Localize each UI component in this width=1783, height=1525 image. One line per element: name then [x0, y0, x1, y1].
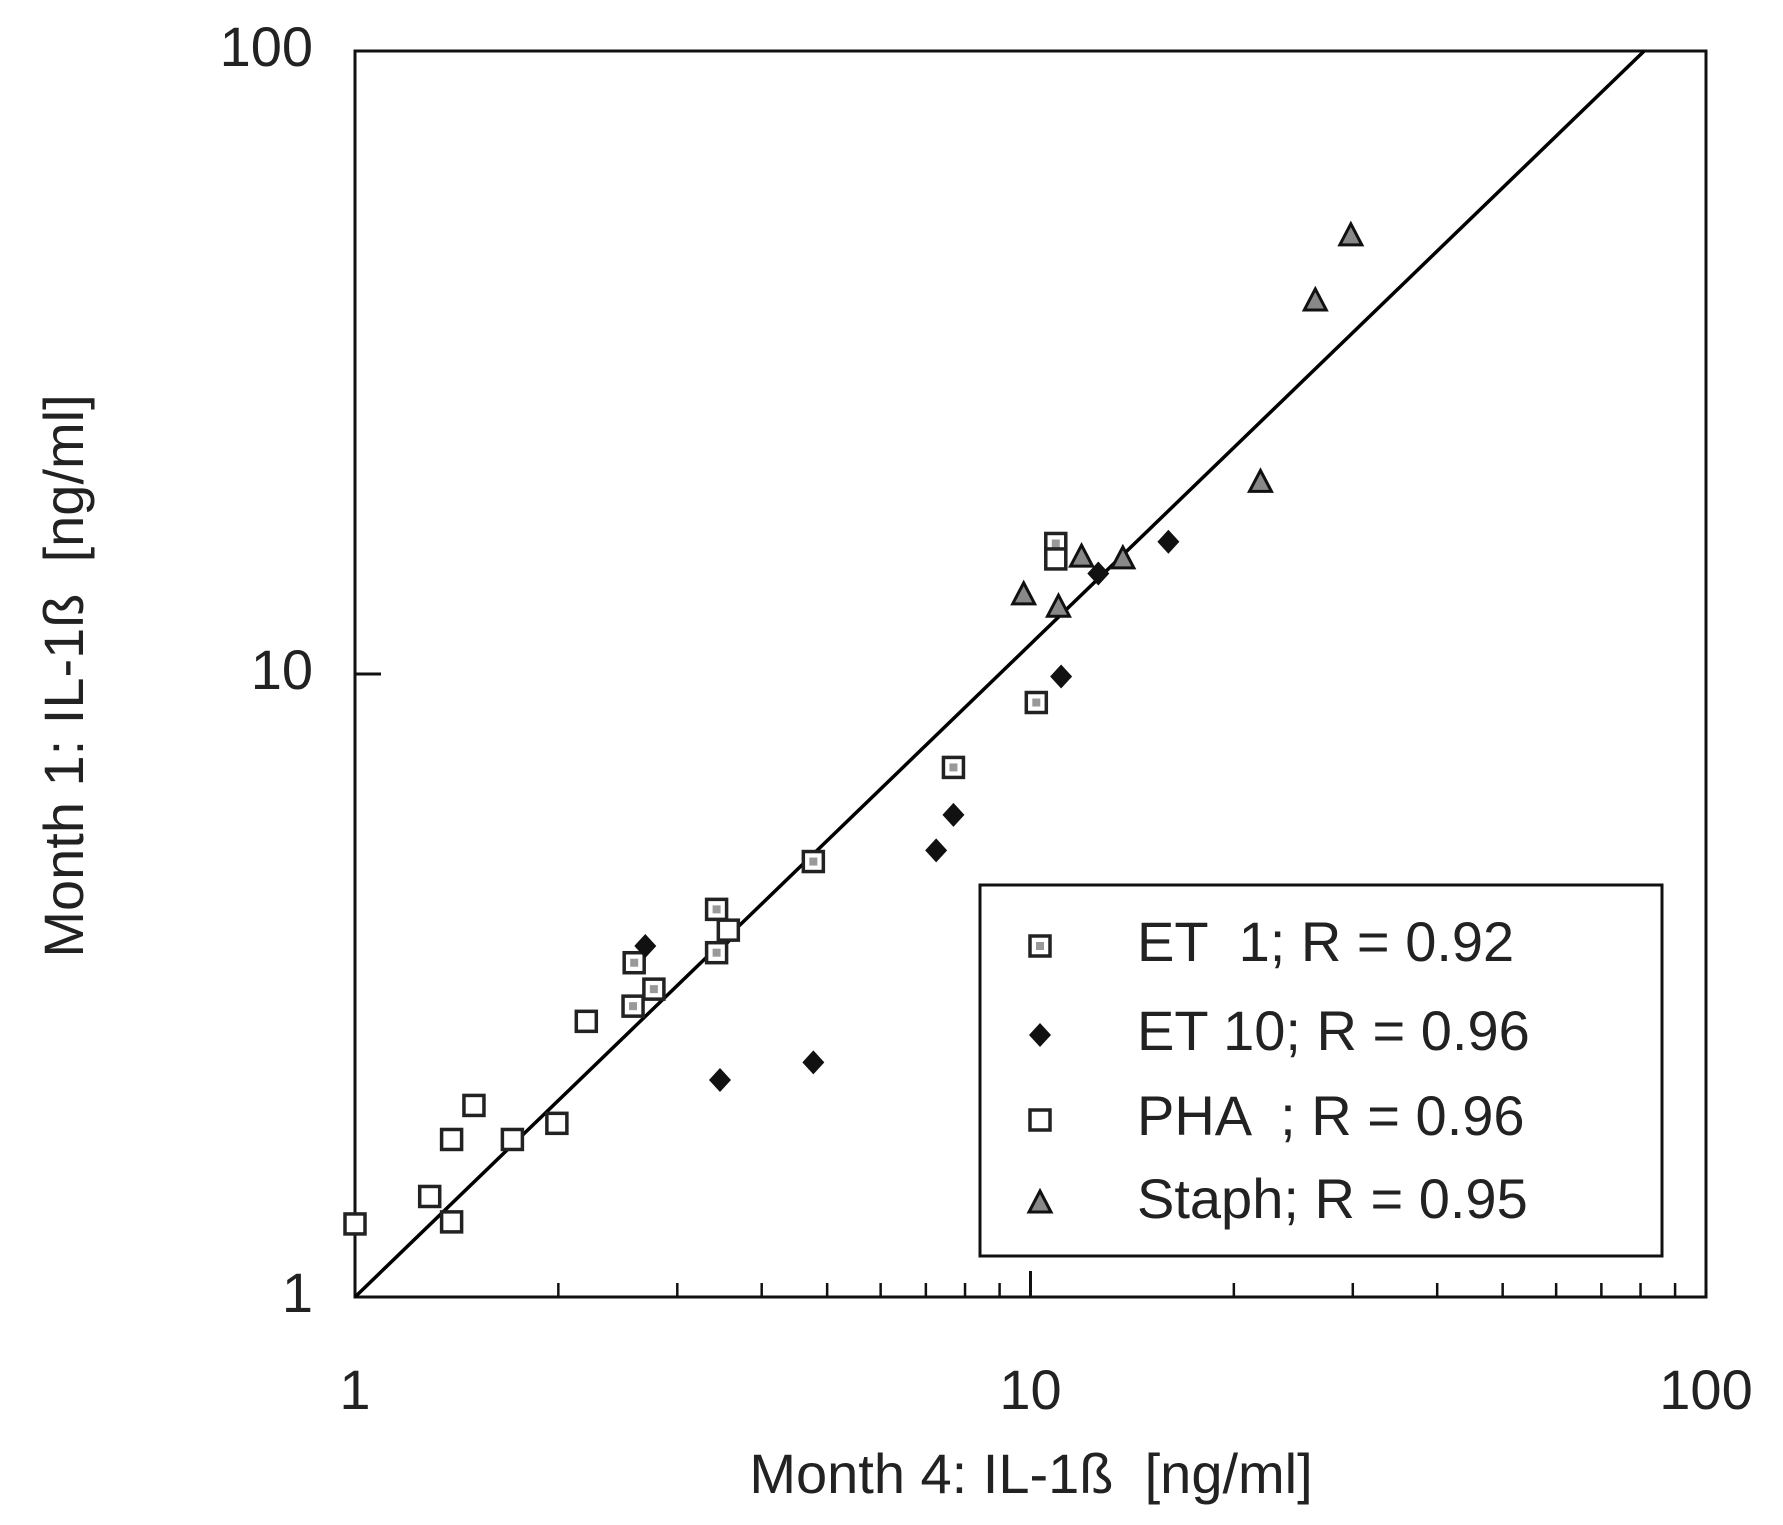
square-dot — [1032, 698, 1041, 707]
marker-diamond — [1157, 529, 1180, 554]
marker-dotted-square — [801, 849, 826, 874]
legend-label: Staph; R = 0.95 — [1137, 1167, 1528, 1230]
legend-label: ET 10; R = 0.96 — [1137, 999, 1530, 1062]
square — [417, 1184, 442, 1209]
fit-line — [353, 49, 1646, 1299]
marker-triangle — [1109, 543, 1137, 570]
marker-square — [500, 1127, 525, 1152]
diamond — [925, 838, 948, 863]
square-dot — [949, 763, 958, 772]
marker-triangle — [1246, 467, 1274, 493]
square — [1044, 547, 1068, 571]
y-tick-label: 1 — [282, 1261, 313, 1324]
square — [439, 1127, 464, 1152]
triangle — [1246, 467, 1274, 493]
marker-square — [545, 1111, 569, 1136]
marker-square — [574, 1009, 599, 1034]
diamond — [802, 1050, 825, 1075]
marker-triangle — [1301, 285, 1329, 312]
square-dot — [1036, 942, 1044, 950]
square — [343, 1212, 367, 1236]
marker-triangle — [1068, 541, 1096, 568]
marker-dotted-square — [704, 940, 729, 965]
marker-square — [1028, 1108, 1052, 1132]
square-dot — [712, 905, 721, 914]
diamond — [1157, 529, 1180, 554]
diamond — [634, 933, 657, 958]
x-tick-label: 100 — [1659, 1358, 1752, 1421]
triangle — [1026, 1187, 1054, 1214]
square-dot — [629, 1002, 638, 1011]
triangle — [1301, 285, 1329, 312]
triangle — [1010, 579, 1038, 606]
marker-triangle — [1044, 591, 1072, 618]
square-dot — [809, 857, 818, 866]
marker-dotted-square — [1028, 934, 1052, 958]
y-tick-label: 100 — [220, 15, 313, 78]
marker-dotted-square — [704, 897, 729, 922]
legend-label: PHA ; R = 0.96 — [1137, 1084, 1525, 1147]
square-dot — [630, 958, 639, 967]
square-dot — [1051, 539, 1060, 548]
marker-dotted-square — [621, 994, 645, 1018]
marker-diamond — [634, 933, 657, 958]
x-tick-label: 10 — [999, 1358, 1061, 1421]
square — [500, 1127, 525, 1152]
diamond — [1029, 1023, 1051, 1047]
square-dot — [712, 948, 721, 957]
triangle — [1044, 591, 1072, 618]
triangle — [1068, 541, 1096, 568]
square — [574, 1009, 599, 1034]
square-dot — [649, 985, 658, 994]
triangle — [1109, 543, 1137, 570]
diamond — [1050, 664, 1073, 689]
marker-square — [439, 1127, 464, 1152]
diamond — [942, 802, 965, 827]
x-axis-title: Month 4: IL-1ß [ng/ml] — [749, 1442, 1312, 1505]
marker-diamond — [1050, 664, 1073, 689]
square — [1028, 1108, 1052, 1132]
square — [545, 1111, 569, 1136]
marker-dotted-square — [642, 977, 666, 1001]
marker-dotted-square — [941, 755, 966, 780]
marker-dotted-square — [622, 950, 646, 975]
marker-square — [462, 1093, 486, 1118]
y-axis-title: Month 1: IL-1ß [ng/ml] — [32, 394, 95, 957]
square — [716, 918, 741, 942]
triangle — [1337, 220, 1365, 247]
marker-diamond — [942, 802, 965, 827]
marker-square — [716, 918, 741, 942]
marker-square — [417, 1184, 442, 1209]
diamond — [708, 1068, 731, 1093]
marker-triangle — [1026, 1187, 1054, 1214]
y-tick-label: 10 — [251, 638, 313, 701]
marker-diamond — [802, 1050, 825, 1075]
marker-dotted-square — [1024, 690, 1049, 715]
marker-triangle — [1337, 220, 1365, 247]
legend-label: ET 1; R = 0.92 — [1137, 910, 1514, 973]
marker-square — [439, 1210, 464, 1234]
marker-square — [1044, 547, 1068, 571]
marker-triangle — [1010, 579, 1038, 606]
square — [462, 1093, 486, 1118]
marker-diamond — [1029, 1023, 1051, 1047]
marker-diamond — [925, 838, 948, 863]
marker-square — [343, 1212, 367, 1236]
marker-diamond — [708, 1068, 731, 1093]
legend-box — [978, 883, 1664, 1258]
x-tick-label: 1 — [339, 1358, 370, 1421]
square — [439, 1210, 464, 1234]
